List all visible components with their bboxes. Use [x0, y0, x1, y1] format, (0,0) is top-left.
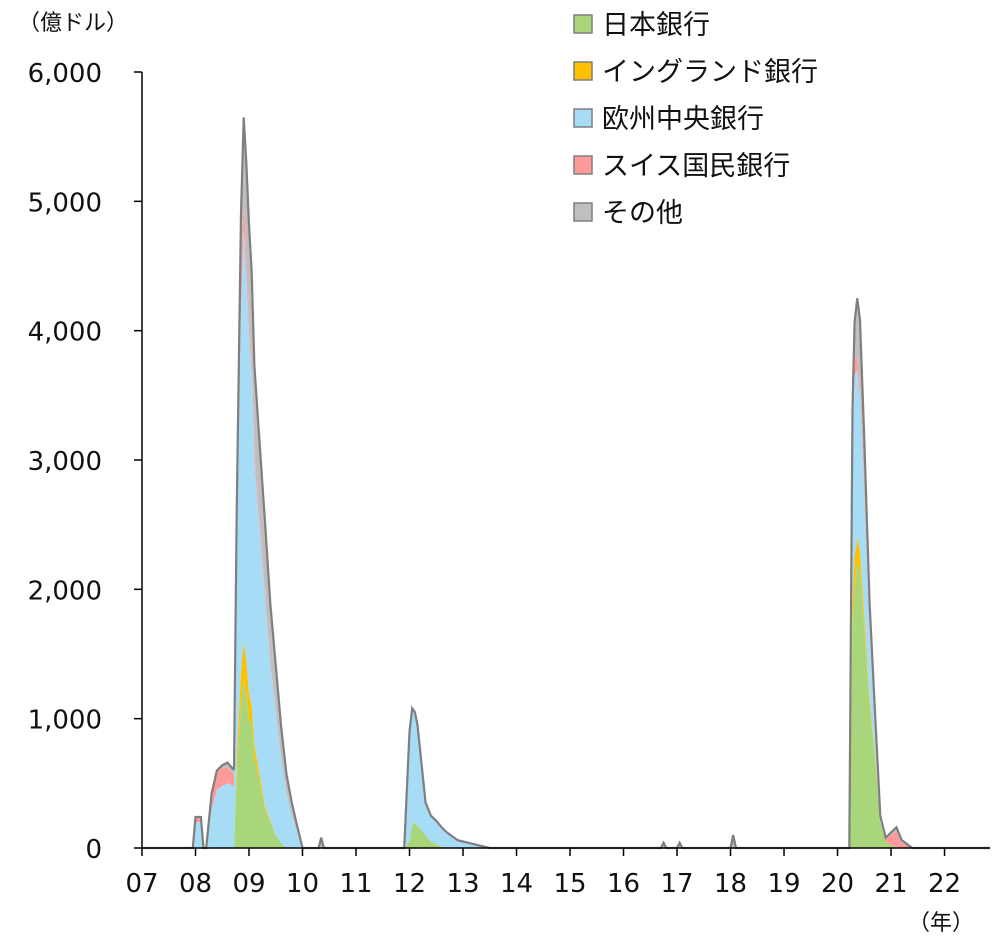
legend-swatch	[573, 61, 593, 81]
legend-label: その他	[602, 198, 683, 229]
x-tick-label: 10	[286, 869, 319, 899]
legend-swatch	[573, 14, 593, 34]
legend-label: 欧州中央銀行	[602, 104, 764, 135]
area-series-group	[142, 117, 990, 850]
y-tick-label: 1,000	[28, 706, 102, 736]
legend-label: 日本銀行	[602, 10, 710, 41]
y-tick-label: 4,000	[28, 318, 102, 348]
x-tick-label: 19	[767, 869, 800, 899]
x-tick-label: 07	[125, 869, 158, 899]
y-tick-label: 3,000	[28, 447, 102, 477]
legend-label: スイス国民銀行	[602, 151, 790, 182]
legend-swatch	[573, 202, 593, 222]
x-axis-ticks: 07 08 09 10 11 12 13 14 15 16 17 18 19 20 21 22	[125, 848, 961, 899]
x-axis-unit-label: （年）	[908, 911, 974, 936]
total-outline-line	[142, 117, 990, 850]
x-tick-label: 11	[339, 869, 372, 899]
y-tick-label: 6,000	[28, 59, 102, 89]
y-axis-unit-label: （億ドル）	[18, 11, 128, 36]
x-tick-label: 09	[232, 869, 265, 899]
area-series-3	[142, 201, 990, 849]
x-tick-label: 21	[874, 869, 907, 899]
x-tick-label: 16	[607, 869, 640, 899]
area-series-2	[142, 227, 990, 848]
x-tick-label: 14	[500, 869, 533, 899]
x-tick-label: 15	[553, 869, 586, 899]
y-tick-label: 2,000	[28, 576, 102, 606]
y-tick-label: 5,000	[28, 188, 102, 218]
axes-group: 0 1,000 2,000 3,000 4,000 5,000 6,000 07 08 09 10…	[28, 59, 990, 899]
x-tick-label: 17	[660, 869, 693, 899]
legend-swatch	[573, 108, 593, 128]
x-tick-label: 18	[714, 869, 747, 899]
x-tick-label: 12	[393, 869, 426, 899]
legend-label: イングランド銀行	[602, 57, 818, 88]
x-tick-label: 20	[821, 869, 854, 899]
y-axis-ticks: 0 1,000 2,000 3,000 4,000 5,000 6,000	[28, 59, 142, 865]
y-tick-label: 0	[85, 835, 102, 865]
legend-swatch	[573, 155, 593, 175]
x-tick-label: 08	[179, 869, 212, 899]
x-tick-label: 22	[928, 869, 961, 899]
x-tick-label: 13	[446, 869, 479, 899]
